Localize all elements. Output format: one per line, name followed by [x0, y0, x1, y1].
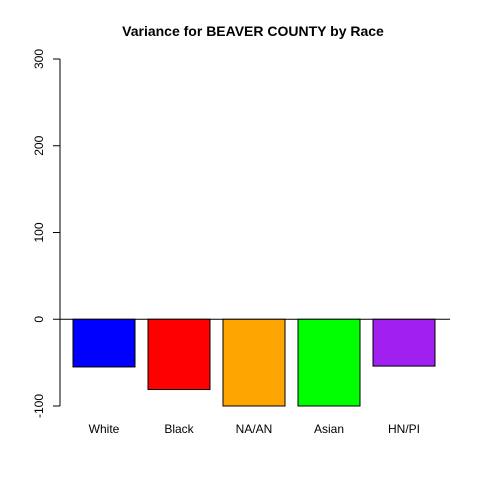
- y-tick-label: 200: [32, 135, 46, 155]
- y-tick-label: 300: [32, 49, 46, 69]
- y-tick-label: -100: [32, 394, 46, 418]
- bars: [72, 318, 436, 407]
- bar-na-an: [222, 318, 286, 407]
- category-label: NA/AN: [236, 422, 273, 436]
- y-axis-ticks: -100 0 100 200 300: [32, 49, 60, 418]
- chart-title: Variance for BEAVER COUNTY by Race: [122, 23, 384, 39]
- bar-asian: [297, 318, 361, 407]
- category-label: White: [89, 422, 120, 436]
- category-labels: White Black NA/AN Asian HN/PI: [89, 422, 420, 436]
- category-label: HN/PI: [388, 422, 420, 436]
- category-label: Asian: [314, 422, 344, 436]
- bar-white: [72, 318, 136, 368]
- bar-hn-pi: [372, 318, 436, 367]
- category-label: Black: [164, 422, 194, 436]
- y-tick-label: 100: [32, 222, 46, 242]
- bar-black: [147, 318, 211, 391]
- y-tick-label: 0: [32, 316, 46, 323]
